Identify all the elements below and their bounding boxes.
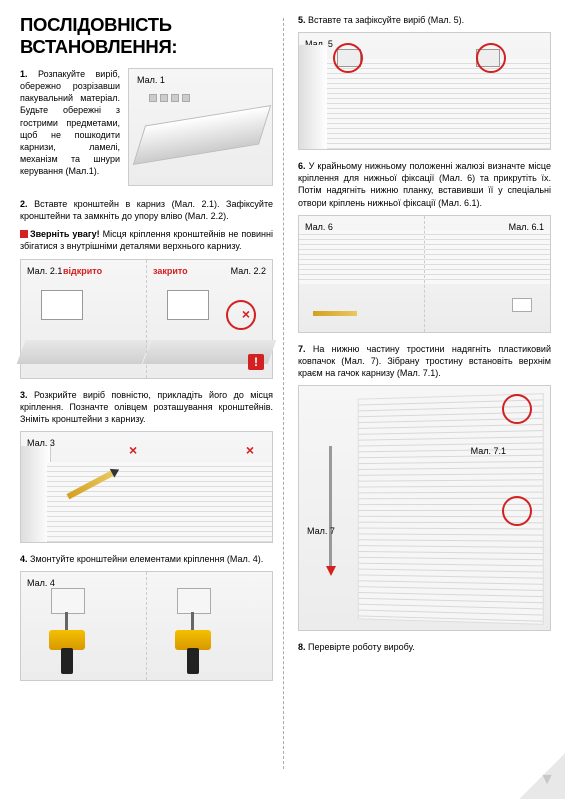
page-container: ПОСЛІДОВНІСТЬ ВСТАНОВЛЕННЯ: Мал. 1 1. Ро… xyxy=(0,0,565,799)
figure-7-1-label: Мал. 7.1 xyxy=(471,446,506,456)
circle-5b xyxy=(476,43,506,73)
page-corner-fold xyxy=(519,753,565,799)
circle-7a xyxy=(502,394,532,424)
step-3-text: 3. Розкрийте виріб повністю, прикладіть … xyxy=(20,389,273,425)
figure-2: Мал. 2.1 відкрито закрито Мал. 2.2 × ! xyxy=(20,259,273,379)
step-2-text: 2. Вставте кронштейн в карниз (Мал. 2.1)… xyxy=(20,198,273,222)
blinds-6a xyxy=(299,230,424,284)
figure-6: Мал. 6 Мал. 6.1 xyxy=(298,215,551,333)
blinds-5 xyxy=(327,59,550,149)
figure-1-label: Мал. 1 xyxy=(137,75,165,85)
figure-1-rail xyxy=(133,105,271,165)
step-4-text: 4. Змонтуйте кронштейни елементами кріпл… xyxy=(20,553,273,565)
beam-2-1 xyxy=(17,340,151,364)
figure-4-left: Мал. 4 xyxy=(21,572,146,680)
figure-5: Мал. 5 xyxy=(298,32,551,150)
figure-7: Мал. 7 Мал. 7.1 xyxy=(298,385,551,631)
clip-6 xyxy=(512,298,532,312)
bracket-4a xyxy=(51,588,85,614)
label-closed: закрито xyxy=(153,266,188,276)
x-mark-3b: × xyxy=(246,442,254,458)
warning-icon xyxy=(20,230,28,238)
figure-2-2-label: Мал. 2.2 xyxy=(231,266,266,276)
step-2-warning: Зверніть увагу! Місця кріплення кронштей… xyxy=(20,228,273,252)
circle-5a xyxy=(333,43,363,73)
figure-7-label: Мал. 7 xyxy=(307,526,335,536)
label-open: відкрито xyxy=(63,266,102,276)
figure-2-1-label: Мал. 2.1 xyxy=(27,266,62,276)
main-heading: ПОСЛІДОВНІСТЬ ВСТАНОВЛЕННЯ: xyxy=(20,14,273,58)
step-8-text: 8. Перевірте роботу виробу. xyxy=(298,641,551,653)
figure-3: Мал. 3 × × xyxy=(20,431,273,543)
figure-2-2: закрито Мал. 2.2 × ! xyxy=(146,260,272,378)
alert-icon: ! xyxy=(248,354,264,370)
figure-4: Мал. 4 xyxy=(20,571,273,681)
figure-2-1: Мал. 2.1 відкрито xyxy=(21,260,146,378)
drill-icon-1 xyxy=(43,630,89,678)
step-1-block: Мал. 1 1. Розпакуйте виріб, обережно роз… xyxy=(20,68,273,190)
wand-7 xyxy=(329,446,332,566)
figure-1: Мал. 1 xyxy=(128,68,273,186)
window-frame-5 xyxy=(299,45,327,149)
step-6-text: 6. У крайньому нижньому положенні жалюзі… xyxy=(298,160,551,209)
bracket-closed xyxy=(167,290,209,320)
blinds-3 xyxy=(47,462,272,542)
figure-1-parts xyxy=(149,89,209,105)
bracket-open xyxy=(41,290,83,320)
right-column: 5. Вставте та зафіксуйте виріб (Мал. 5).… xyxy=(284,14,551,789)
blinds-6b xyxy=(425,230,550,284)
x-mark-3a: × xyxy=(129,442,137,458)
left-column: ПОСЛІДОВНІСТЬ ВСТАНОВЛЕННЯ: Мал. 1 1. Ро… xyxy=(20,14,283,789)
figure-6-left: Мал. 6 xyxy=(299,216,424,332)
x-mark-icon: × xyxy=(242,306,250,322)
figure-6-right: Мал. 6.1 xyxy=(424,216,550,332)
figure-4-label: Мал. 4 xyxy=(27,578,55,588)
drill-icon-2 xyxy=(169,630,215,678)
step-5-text: 5. Вставте та зафіксуйте виріб (Мал. 5). xyxy=(298,14,551,26)
circle-7b xyxy=(502,496,532,526)
pencil-6 xyxy=(313,311,357,316)
step-7-text: 7. На нижню частину тростини надягніть п… xyxy=(298,343,551,379)
figure-4-right xyxy=(146,572,272,680)
bracket-4b xyxy=(177,588,211,614)
